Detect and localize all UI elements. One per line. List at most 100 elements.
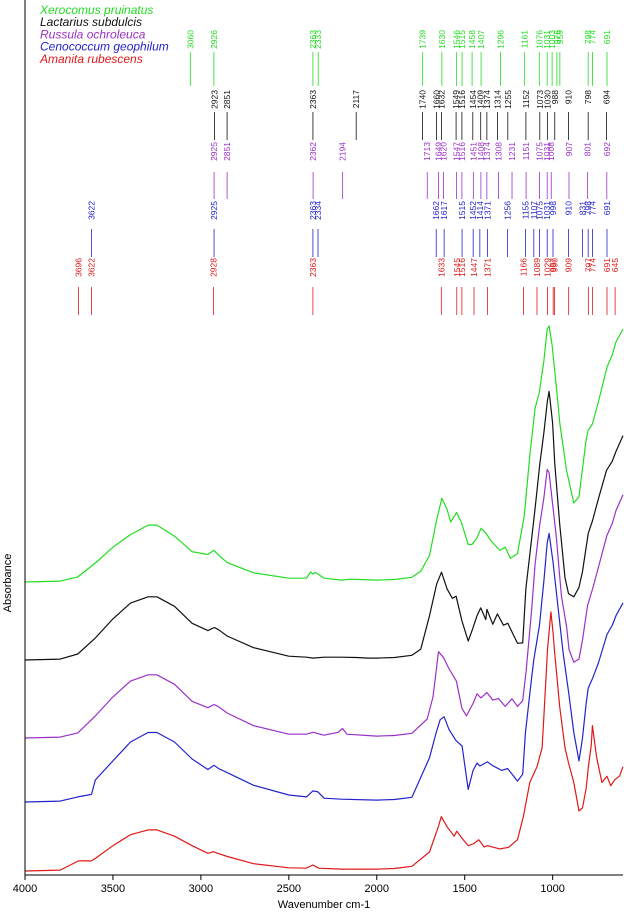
peak-label-cenococcum-geophilum: 1662 (431, 201, 441, 220)
peak-label-lactarius-subdulcis: 1740 (417, 90, 427, 109)
peak-label-cenococcum-geophilum: 998 (548, 201, 558, 215)
peak-label-xerocomus-pruinatus: 798 (583, 30, 593, 44)
peak-label-cenococcum-geophilum: 1617 (439, 201, 449, 220)
peak-label-cenococcum-geophilum: 1371 (482, 201, 492, 220)
peak-label-cenococcum-geophilum: 1107 (529, 201, 539, 220)
peak-label-xerocomus-pruinatus: 1296 (496, 30, 506, 49)
peak-label-amanita-rubescens: 1029 (543, 258, 553, 277)
peak-label-xerocomus-pruinatus: 774 (587, 30, 597, 44)
peak-label-lactarius-subdulcis: 1516 (457, 90, 467, 109)
peak-label-xerocomus-pruinatus: 959 (555, 30, 565, 44)
y-axis-title: Absorbance (2, 554, 14, 613)
peak-label-xerocomus-pruinatus: 2363 (308, 30, 318, 49)
spectrum-line-amanita-rubescens (24, 611, 624, 872)
peak-label-xerocomus-pruinatus: 2926 (209, 30, 219, 49)
peak-label-lactarius-subdulcis: 1374 (482, 90, 492, 109)
peak-label-russula-ochroleuca: 1451 (468, 142, 478, 161)
peak-label-cenococcum-geophilum: 1256 (503, 201, 513, 220)
peak-label-lactarius-subdulcis: 694 (601, 90, 611, 104)
peak-label-cenococcum-geophilum: 774 (587, 201, 597, 215)
peak-label-russula-ochroleuca: 1075 (534, 142, 544, 161)
peak-label-xerocomus-pruinatus: 1161 (519, 30, 529, 49)
legend-entry-cenococcum-geophilum: Cenococcum geophilum (40, 40, 169, 54)
peak-label-lactarius-subdulcis: 1454 (468, 90, 478, 109)
peak-label-xerocomus-pruinatus: 1458 (467, 30, 477, 49)
peak-label-lactarius-subdulcis: 1030 (542, 90, 552, 109)
x-tick-label: 1000 (540, 883, 564, 895)
peak-label-xerocomus-pruinatus: 1515 (457, 30, 467, 49)
legend-entry-lactarius-subdulcis: Lactarius subdulcis (40, 15, 142, 29)
peak-label-cenococcum-geophilum: 691 (602, 201, 612, 215)
peak-label-russula-ochroleuca: 2851 (222, 142, 232, 161)
peak-label-russula-ochroleuca: 692 (602, 142, 612, 156)
legend-entry-xerocomus-pruinatus: Xerocomus pruinatus (39, 3, 153, 17)
peak-label-amanita-rubescens: 997 (548, 258, 558, 272)
peak-label-russula-ochroleuca: 1374 (482, 142, 492, 161)
spectrum-line-lactarius-subdulcis (24, 390, 624, 661)
spectrum-line-cenococcum-geophilum (24, 532, 624, 803)
peak-label-lactarius-subdulcis: 1255 (503, 90, 513, 109)
x-tick-label: 1500 (452, 883, 476, 895)
peak-label-russula-ochroleuca: 1516 (457, 142, 467, 161)
peak-label-russula-ochroleuca: 1713 (422, 142, 432, 161)
peak-label-lactarius-subdulcis: 988 (550, 90, 560, 104)
peak-label-cenococcum-geophilum: 910 (563, 201, 573, 215)
x-tick-label: 3500 (101, 883, 125, 895)
peak-label-amanita-rubescens: 1166 (518, 258, 528, 277)
peak-label-xerocomus-pruinatus: 691 (602, 30, 612, 44)
peak-label-amanita-rubescens: 990 (549, 258, 559, 272)
peak-label-lactarius-subdulcis: 1314 (492, 90, 502, 109)
peak-label-russula-ochroleuca: 1031 (542, 142, 552, 161)
peak-label-russula-ochroleuca: 2194 (338, 142, 348, 161)
x-tick-label: 2000 (365, 883, 389, 895)
peak-label-amanita-rubescens: 3696 (73, 258, 83, 277)
peak-label-lactarius-subdulcis: 910 (563, 90, 573, 104)
peak-label-cenococcum-geophilum: 2925 (209, 201, 219, 220)
peak-label-xerocomus-pruinatus: 1003 (547, 30, 557, 49)
peak-label-cenococcum-geophilum: 2363 (308, 201, 318, 220)
peak-label-russula-ochroleuca: 2925 (209, 142, 219, 161)
peak-label-amanita-rubescens: 645 (610, 258, 620, 272)
peak-label-amanita-rubescens: 1371 (482, 258, 492, 277)
peak-label-russula-ochroleuca: 801 (583, 142, 593, 156)
peak-label-xerocomus-pruinatus: 1630 (437, 30, 447, 49)
peak-label-amanita-rubescens: 3622 (86, 258, 96, 277)
peak-label-amanita-rubescens: 797 (583, 258, 593, 272)
peak-label-russula-ochroleuca: 1547 (451, 142, 461, 161)
peak-label-russula-ochroleuca: 1231 (507, 142, 517, 161)
legend-entry-russula-ochroleuca: Russula ochroleuca (40, 27, 146, 41)
peak-label-russula-ochroleuca: 1151 (521, 142, 531, 161)
peak-label-amanita-rubescens: 691 (602, 258, 612, 272)
peak-label-xerocomus-pruinatus: 1407 (476, 30, 486, 49)
peak-label-lactarius-subdulcis: 2117 (351, 90, 361, 109)
peak-label-cenococcum-geophilum: 1515 (457, 201, 467, 220)
peak-label-russula-ochroleuca: 907 (564, 142, 574, 156)
peak-label-lactarius-subdulcis: 1073 (535, 90, 545, 109)
peak-label-cenococcum-geophilum: 1155 (520, 201, 530, 220)
x-tick-label: 2500 (277, 883, 301, 895)
spectrum-line-russula-ochroleuca (24, 468, 624, 739)
legend-entry-amanita-rubescens: Amanita rubescens (39, 52, 143, 66)
peak-label-amanita-rubescens: 2363 (308, 258, 318, 277)
peak-label-amanita-rubescens: 774 (587, 258, 597, 272)
peak-label-cenococcum-geophilum: 1452 (468, 201, 478, 220)
peak-label-cenococcum-geophilum: 798 (583, 201, 593, 215)
peak-label-cenococcum-geophilum: 1031 (542, 201, 552, 220)
peak-label-cenococcum-geophilum: 2334 (313, 201, 323, 220)
peak-label-russula-ochroleuca: 1620 (439, 142, 449, 161)
peak-label-lactarius-subdulcis: 1409 (476, 90, 486, 109)
x-tick-label: 3000 (189, 883, 213, 895)
peak-label-cenococcum-geophilum: 3622 (86, 201, 96, 220)
peak-label-amanita-rubescens: 1516 (457, 258, 467, 277)
peak-label-xerocomus-pruinatus: 1739 (418, 30, 428, 49)
peak-label-amanita-rubescens: 1447 (469, 258, 479, 277)
peak-label-lactarius-subdulcis: 798 (583, 90, 593, 104)
peak-label-russula-ochroleuca: 1649 (433, 142, 443, 161)
peak-label-amanita-rubescens: 2928 (209, 258, 219, 277)
peak-label-xerocomus-pruinatus: 976 (552, 30, 562, 44)
peak-label-russula-ochroleuca: 1308 (493, 142, 503, 161)
peak-label-xerocomus-pruinatus: 1031 (542, 30, 552, 49)
